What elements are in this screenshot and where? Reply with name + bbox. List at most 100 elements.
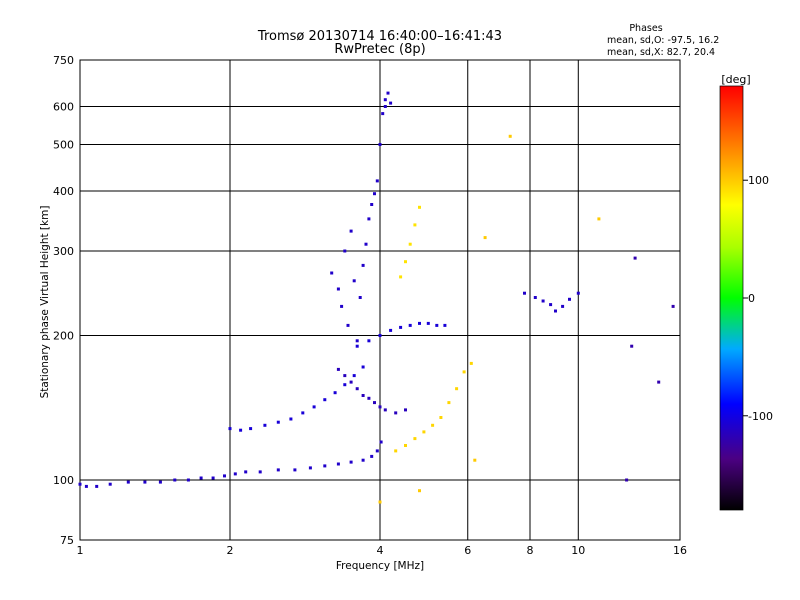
data-point — [289, 417, 293, 421]
data-point — [223, 474, 226, 478]
colorbar — [719, 85, 744, 511]
data-point — [383, 408, 387, 412]
y-tick-label: 400 — [53, 185, 74, 198]
data-point — [549, 303, 553, 307]
data-point — [541, 299, 545, 303]
data-points — [78, 91, 675, 504]
data-point — [346, 323, 350, 327]
data-point — [361, 394, 365, 397]
x-tick-label: 16 — [673, 544, 687, 557]
y-axis-label: Stationary phase Virtual Height [km] — [39, 206, 51, 399]
data-point — [233, 472, 237, 476]
x-tick-label: 8 — [527, 544, 534, 557]
data-point — [186, 478, 190, 482]
data-point — [364, 242, 368, 246]
y-tick-label: 600 — [53, 101, 74, 114]
data-point — [404, 444, 407, 447]
data-point — [239, 428, 243, 432]
data-point — [633, 256, 637, 260]
grid-lines — [80, 60, 680, 540]
data-point — [431, 423, 435, 427]
data-point — [340, 304, 344, 308]
data-point — [333, 391, 337, 395]
data-point — [336, 287, 340, 291]
data-point — [657, 380, 661, 384]
data-point — [343, 383, 347, 387]
x-tick-labels: 1 2 4 6 8 10 16 — [77, 544, 688, 557]
x-tick-label: 6 — [464, 544, 471, 557]
data-point — [352, 279, 356, 283]
data-point — [383, 98, 387, 102]
data-point — [378, 334, 382, 337]
colorbar-ticks: -100 0 100 — [743, 174, 773, 423]
y-tick-label: 200 — [53, 330, 74, 343]
data-point — [418, 489, 421, 493]
phase-line-x: mean, sd,X: 82.7, 20.4 — [607, 47, 715, 58]
data-point — [375, 179, 379, 183]
data-point — [435, 323, 439, 327]
data-point — [361, 365, 365, 369]
y-tick-labels: 75 100 200 300 400 500 600 750 — [53, 54, 74, 547]
data-point — [404, 408, 407, 412]
data-point — [349, 460, 353, 464]
data-point — [301, 411, 305, 415]
data-point — [455, 387, 459, 391]
colorbar-tick-label: -100 — [748, 410, 773, 423]
data-point — [447, 401, 451, 405]
x-axis-label: Frequency [MHz] — [336, 560, 424, 572]
data-point — [158, 480, 162, 484]
data-point — [355, 339, 359, 343]
data-point — [399, 325, 403, 329]
chart-title: Tromsø 20130714 16:40:00–16:41:43 — [257, 29, 502, 44]
data-point — [426, 321, 430, 325]
data-point — [276, 420, 280, 424]
y-tick-label: 100 — [53, 474, 74, 487]
data-point — [343, 374, 347, 378]
data-point — [361, 458, 365, 462]
y-tick-label: 300 — [53, 245, 74, 258]
data-point — [308, 466, 312, 470]
data-point — [389, 328, 393, 332]
data-point — [370, 203, 374, 206]
data-point — [361, 263, 365, 267]
data-point — [126, 480, 130, 484]
data-point — [568, 297, 571, 301]
data-point — [244, 470, 248, 474]
data-point — [199, 476, 203, 480]
data-point — [439, 416, 443, 419]
data-point — [533, 296, 537, 299]
x-tick-label: 1 — [77, 544, 84, 557]
data-point — [373, 401, 376, 405]
data-point — [404, 260, 407, 264]
data-point — [358, 296, 362, 299]
data-point — [378, 405, 382, 409]
data-point — [367, 217, 371, 221]
data-point — [379, 440, 383, 444]
data-point — [263, 423, 267, 427]
data-point — [630, 344, 634, 348]
data-point — [258, 470, 262, 474]
data-point — [293, 468, 297, 472]
data-point — [367, 339, 371, 343]
data-point — [378, 143, 382, 146]
data-point — [375, 449, 379, 453]
data-point — [462, 370, 466, 374]
data-point — [78, 482, 82, 486]
data-point — [336, 367, 340, 371]
data-point — [336, 462, 340, 466]
data-point — [483, 236, 487, 240]
colorbar-tick-label: 0 — [748, 292, 755, 305]
data-point — [422, 430, 426, 434]
data-point — [473, 458, 477, 462]
chart-subtitle: RwPretec (8p) — [334, 42, 425, 57]
data-point — [355, 387, 359, 391]
data-point — [554, 309, 557, 313]
data-point — [143, 480, 147, 484]
data-point — [108, 482, 112, 486]
data-point — [84, 484, 88, 488]
x-tick-label: 2 — [227, 544, 234, 557]
data-point — [349, 229, 353, 233]
data-point — [378, 500, 382, 504]
data-point — [625, 478, 629, 482]
data-point — [249, 427, 253, 431]
